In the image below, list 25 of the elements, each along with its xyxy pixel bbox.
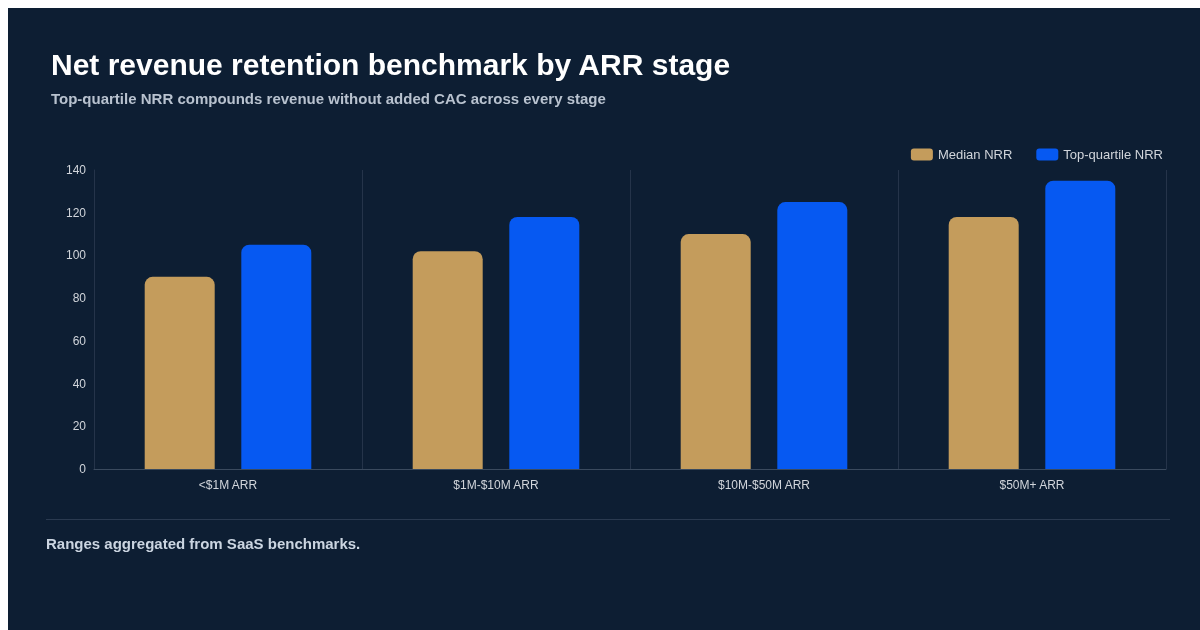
- chart-title: Net revenue retention benchmark by ARR stage: [51, 47, 731, 81]
- legend-label: Median NRR: [937, 147, 1013, 162]
- chart-subtitle: Top-quartile NRR compounds revenue without added CAC across every stage: [51, 90, 606, 107]
- x-tick-label: $1M-$10M ARR: [453, 478, 540, 492]
- bar: [680, 234, 751, 469]
- x-tick-label: $50M+ ARR: [999, 478, 1065, 492]
- y-tick-label: 140: [65, 163, 87, 177]
- y-tick-label: 20: [72, 419, 87, 434]
- bar: [241, 244, 312, 469]
- y-tick-label: 0: [79, 462, 87, 476]
- bar: [777, 202, 848, 469]
- y-tick-label: 60: [72, 333, 87, 348]
- x-tick-label: $10M-$50M ARR: [717, 478, 811, 492]
- text: Ranges aggregated from SaaS benchmarks.: [46, 535, 361, 552]
- bar: [509, 216, 580, 469]
- y-tick-label: 100: [65, 248, 87, 263]
- bar: [412, 251, 483, 469]
- bar: [144, 276, 215, 469]
- x-tick-label: <$1M ARR: [198, 478, 258, 492]
- y-tick-label: 40: [72, 376, 87, 391]
- legend-label: Top-quartile NRR: [1063, 147, 1163, 162]
- y-tick-label: 120: [65, 205, 87, 220]
- bar: [1045, 180, 1116, 469]
- bar: [948, 216, 1019, 469]
- y-tick-label: 80: [72, 291, 87, 306]
